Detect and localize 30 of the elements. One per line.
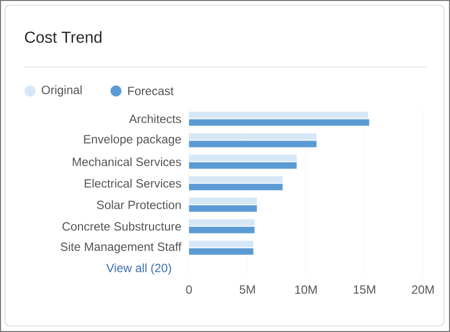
y-tick-label: Architects bbox=[129, 114, 182, 124]
bar bbox=[189, 198, 257, 204]
bar bbox=[189, 154, 297, 162]
x-tick-label: 15M bbox=[354, 285, 376, 294]
bar bbox=[189, 219, 255, 226]
bar bbox=[189, 140, 317, 148]
x-tick-label: 10M bbox=[295, 285, 317, 294]
y-tick-label: Solar Protection bbox=[96, 200, 181, 210]
x-tick-label: 0 bbox=[186, 285, 192, 294]
legend-label: Original bbox=[42, 85, 82, 97]
y-tick-label: Electrical Services bbox=[84, 178, 182, 188]
bar bbox=[189, 248, 254, 255]
bar bbox=[189, 112, 368, 118]
chart-title: Cost Trend bbox=[25, 31, 102, 43]
bar bbox=[189, 226, 255, 234]
x-tick-label: 5M bbox=[240, 285, 255, 294]
bar bbox=[189, 184, 283, 190]
y-tick-label: Envelope package bbox=[84, 134, 181, 146]
y-tick-label: Concrete Substructure bbox=[62, 222, 181, 231]
x-tick-label: 20M bbox=[412, 285, 434, 294]
bar bbox=[189, 176, 283, 183]
bar bbox=[189, 205, 257, 212]
y-tick-label: Mechanical Services bbox=[72, 157, 182, 166]
bar bbox=[189, 119, 370, 126]
text: View all (20) bbox=[106, 263, 172, 275]
legend-label: Forecast bbox=[128, 86, 174, 96]
y-tick-label: Site Management Staff bbox=[60, 242, 182, 254]
bar bbox=[189, 240, 254, 248]
bar bbox=[189, 133, 317, 140]
bar bbox=[189, 162, 297, 169]
